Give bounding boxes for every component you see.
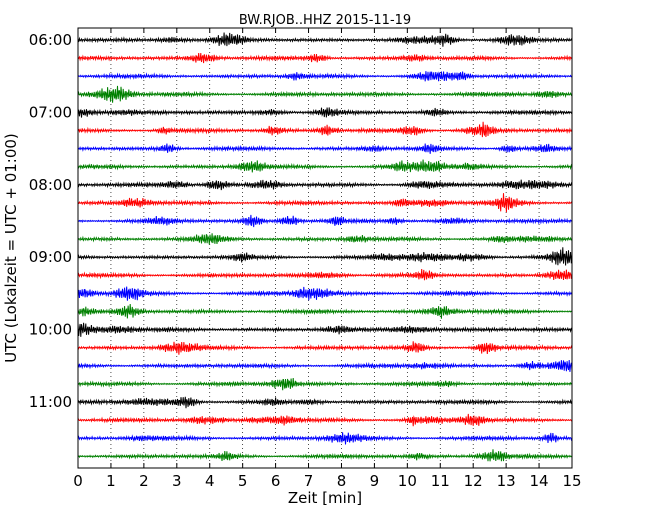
trace-0615	[77, 52, 573, 64]
x-tick-label: 12	[464, 472, 483, 490]
trace-0915	[77, 269, 573, 281]
plot-frame	[77, 27, 573, 469]
x-tick-label: 1	[106, 472, 116, 490]
trace-1100	[77, 396, 573, 409]
trace-0645	[77, 85, 573, 103]
x-tick-label: 4	[205, 472, 215, 490]
x-tick-label: 13	[497, 472, 516, 490]
trace-0800	[77, 179, 573, 191]
x-tick-label: 10	[398, 472, 417, 490]
y-tick-label: 08:00	[29, 176, 72, 194]
trace-0830	[77, 214, 573, 228]
trace-1000	[77, 322, 573, 337]
trace-0715	[77, 121, 573, 138]
x-tick-label: 6	[271, 472, 281, 490]
trace-1045	[77, 377, 573, 391]
x-tick-label: 0	[73, 472, 83, 490]
x-tick-label: 15	[562, 472, 581, 490]
x-tick-label: 5	[238, 472, 248, 490]
chart-title: BW.RJOB..HHZ 2015-11-19	[239, 13, 411, 28]
x-axis-ticks: 0 1 2 3 4 5 6 7 8 9 10 11 12 13 14 15	[73, 28, 582, 490]
y-tick-label: 10:00	[29, 321, 72, 339]
trace-0730	[77, 143, 573, 154]
y-tick-label: 06:00	[29, 31, 72, 49]
trace-1015	[77, 341, 573, 355]
y-tick-label: 07:00	[29, 103, 72, 121]
x-tick-label: 2	[139, 472, 149, 490]
trace-0815	[77, 193, 573, 213]
trace-0945	[77, 303, 572, 319]
trace-0700	[77, 107, 573, 118]
x-tick-label: 9	[370, 472, 380, 490]
y-axis-label: UTC (Lokalzeit = UTC + 01:00)	[2, 133, 20, 363]
y-tick-label: 11:00	[29, 393, 72, 411]
trace-0600	[77, 32, 573, 47]
y-axis-ticks: 06:00 07:00 08:00 09:00 10:00 11:00	[29, 31, 572, 411]
trace-0930	[77, 286, 573, 301]
trace-1145	[77, 449, 573, 462]
trace-0745	[77, 159, 573, 173]
plot-background	[78, 28, 572, 468]
x-tick-label: 8	[337, 472, 347, 490]
x-axis-label: Zeit [min]	[288, 489, 362, 507]
trace-1130	[77, 432, 573, 445]
trace-0900	[77, 247, 573, 266]
y-tick-label: 09:00	[29, 248, 72, 266]
trace-1115	[77, 413, 573, 427]
x-tick-label: 14	[530, 472, 549, 490]
grid-lines	[110, 28, 540, 468]
x-tick-label: 7	[304, 472, 314, 490]
x-tick-label: 3	[172, 472, 182, 490]
trace-1030	[77, 359, 573, 372]
x-tick-label: 11	[431, 472, 450, 490]
trace-0630	[77, 71, 573, 82]
trace-0845	[77, 233, 573, 245]
seismic-traces	[77, 32, 573, 462]
